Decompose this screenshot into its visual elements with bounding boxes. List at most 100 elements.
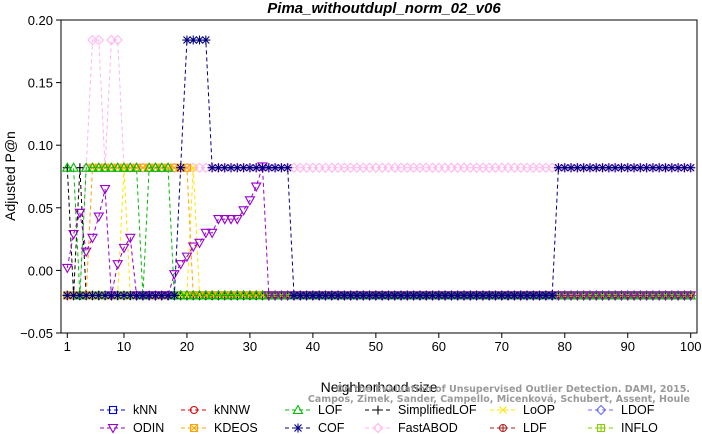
data-point [672,291,684,302]
legend-item-kdeos: KDEOS [181,421,258,434]
x-tick-label: 90 [620,339,634,354]
data-point [68,162,80,172]
data-point [578,291,590,302]
data-point [597,291,608,302]
series-line [67,167,691,296]
data-point [181,252,193,263]
data-point [107,423,119,434]
data-point [377,290,387,300]
data-point [314,290,324,300]
data-point [516,290,526,300]
y-tick-label: 0.15 [28,76,53,91]
data-point [597,424,605,432]
data-point [251,163,261,173]
x-axis-label: Neighborhood size [321,379,438,395]
legend-label: KDEOS [214,421,258,434]
data-point [118,162,130,172]
data-point [434,290,444,300]
data-point [81,290,91,300]
data-point [150,290,160,300]
series-odin [61,162,697,302]
data-point [610,163,620,173]
data-point [112,34,123,46]
data-point [257,289,268,300]
x-tick-label: 40 [306,339,320,354]
data-point [685,291,697,302]
x-tick-label: 100 [680,339,702,354]
data-point [289,290,299,300]
legend-label: INFLO [621,421,658,434]
data-point [667,163,677,173]
data-point [365,290,375,300]
data-point [661,163,671,173]
data-point [264,163,274,173]
data-point [579,163,589,173]
data-point [157,290,167,300]
data-point [61,263,73,274]
data-point [93,34,105,46]
legend-item-cof: COF [285,421,345,434]
legend-item-inflo: INFLO [588,421,658,434]
plot-area [61,34,697,302]
data-point [206,289,218,300]
data-point [270,163,280,173]
y-axis-label: Adjusted P@n [2,131,18,221]
y-tick-label: 0.05 [28,201,53,216]
data-point [183,163,191,172]
x-tick-label: 20 [180,339,194,354]
data-point [99,184,111,195]
data-point [595,404,607,416]
data-point [499,424,507,432]
data-point [478,290,488,300]
data-point [320,290,330,300]
x-tick-label: 10 [117,339,131,354]
data-point [207,163,217,173]
data-point [609,291,621,302]
data-point [99,162,111,172]
data-point [327,290,337,300]
data-point [231,215,243,225]
data-point [175,260,187,270]
legend-label: LDF [523,421,547,434]
data-point [244,196,256,206]
data-point [499,406,507,414]
data-point [108,405,118,415]
data-point [94,290,104,300]
legend: kNN kNNW LOF SimplifiedLOF LoOP LDOF ODIN KDEOS… [100,403,658,434]
data-point [187,242,199,253]
data-point [623,163,633,173]
data-point [189,423,199,433]
data-point [200,289,212,300]
data-point [275,291,287,302]
data-point [219,289,231,300]
series-kdeos [63,163,695,300]
data-point [213,163,223,173]
legend-item-ldf: LDF [490,421,547,434]
data-point [100,290,110,300]
data-point [124,162,136,172]
data-point [421,290,431,300]
data-point [308,290,318,300]
data-point [206,228,218,239]
data-point [333,290,343,300]
data-point [635,163,645,173]
data-point [283,163,293,173]
data-point [194,289,205,300]
series-line [67,167,691,296]
data-point [446,290,456,300]
legend-label: LoOP [523,403,555,417]
data-point [187,289,199,300]
data-point [541,290,551,300]
data-point [679,163,689,173]
data-point [212,215,224,225]
data-point [472,290,482,300]
data-point [660,291,671,302]
data-point [225,289,237,300]
legend-item-ldof: LDOF [588,403,655,417]
data-point [559,291,571,302]
data-point [93,212,105,223]
data-point [666,291,678,302]
data-point [371,290,381,300]
data-point [409,290,419,300]
